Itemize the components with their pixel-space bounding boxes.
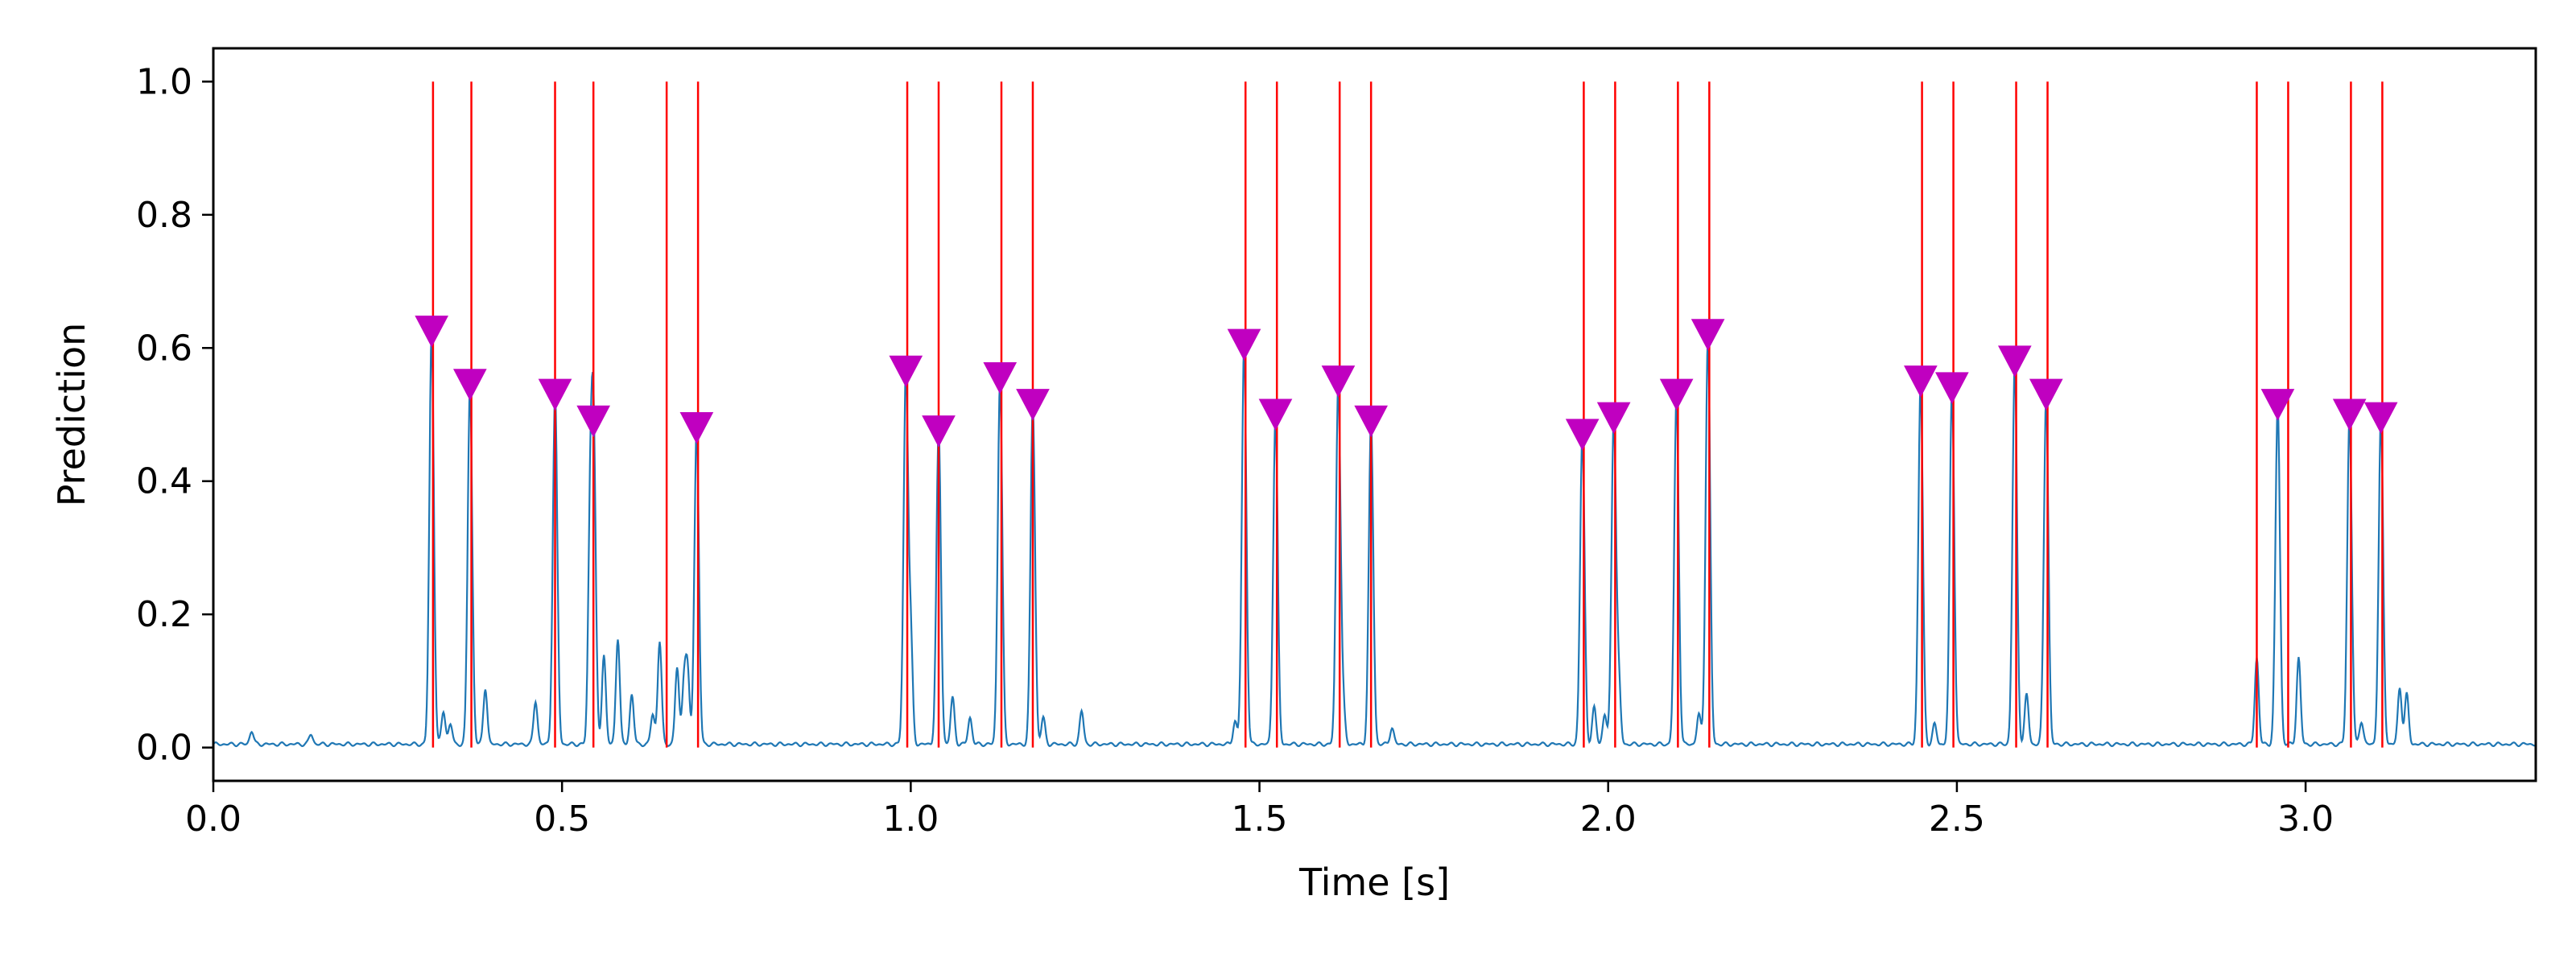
y-tick-label: 0.8	[136, 195, 192, 236]
chart-marks	[213, 81, 2537, 748]
x-tick-label: 0.5	[534, 799, 590, 840]
peak-marker	[538, 378, 572, 411]
peak-marker	[2029, 378, 2063, 411]
peak-marker	[1997, 345, 2032, 378]
peak-marker	[1016, 389, 1050, 421]
peak-marker	[1904, 365, 1938, 398]
axes-frame	[212, 47, 2537, 782]
x-tick-label: 0.0	[185, 799, 242, 840]
peak-marker	[1354, 405, 1388, 438]
peak-marker	[576, 405, 610, 438]
peak-marker	[452, 369, 487, 401]
y-tick-label: 0.4	[136, 461, 192, 502]
x-tick-label: 1.5	[1232, 799, 1288, 840]
peak-marker	[1690, 319, 1725, 351]
peak-marker	[1565, 419, 1600, 451]
x-tick-label: 2.0	[1580, 799, 1637, 840]
y-axis-label: Prediction	[50, 323, 93, 507]
peak-marker	[2332, 398, 2367, 431]
peak-marker	[1321, 365, 1356, 398]
peak-marker	[679, 412, 714, 444]
peak-marker	[1596, 402, 1631, 435]
peak-marker	[2260, 389, 2295, 421]
peak-marker	[415, 316, 449, 348]
x-tick-label: 2.5	[1929, 799, 1985, 840]
axis-ticks: 0.0 0.5 1.0 1.5 2.0 2.5 3.0 0.0 0.2 0.4 0.6 0.8 1.0	[136, 61, 2334, 840]
peak-marker	[922, 415, 956, 448]
x-axis-label: Time [s]	[1298, 861, 1450, 904]
x-tick-label: 1.0	[882, 799, 939, 840]
peak-marker	[2363, 402, 2398, 435]
peak-marker	[983, 362, 1018, 394]
peak-marker	[1935, 372, 1969, 404]
peak-marker	[1659, 378, 1694, 411]
y-tick-label: 0.6	[136, 328, 192, 369]
y-tick-label: 0.0	[136, 728, 192, 769]
y-tick-label: 1.0	[136, 61, 192, 102]
prediction-line	[213, 331, 2537, 748]
peak-marker	[889, 355, 923, 388]
x-tick-label: 3.0	[2277, 799, 2334, 840]
peak-marker	[1227, 328, 1261, 361]
peak-marker	[1258, 398, 1293, 431]
y-tick-label: 0.2	[136, 594, 192, 635]
